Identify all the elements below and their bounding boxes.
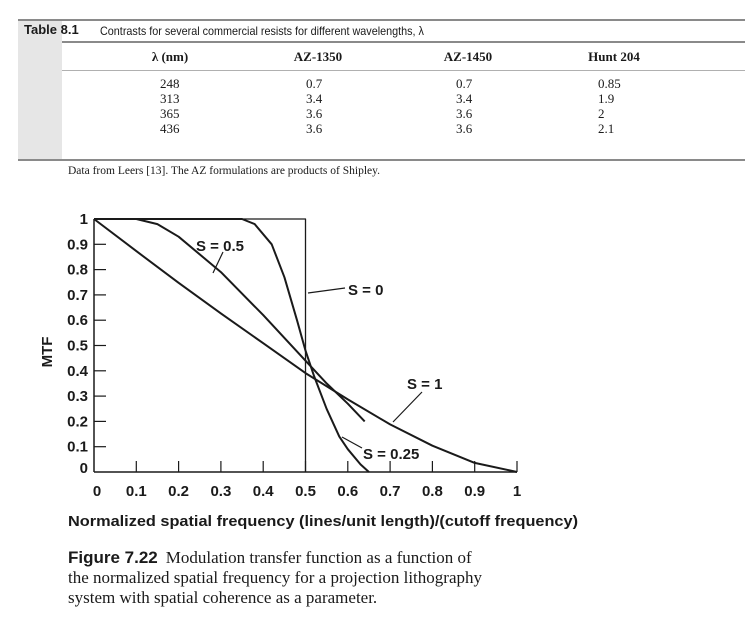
y-tick-label: 0.2: [67, 413, 88, 430]
y-tick-label: 0.3: [67, 388, 88, 405]
x-tick-label: 0: [93, 483, 101, 500]
x-tick-label: 0.3: [210, 483, 231, 500]
figure-caption: Figure 7.22 Modulation transfer function …: [68, 548, 482, 608]
table-body-rule: [62, 70, 745, 71]
caption-line-1: Modulation transfer function as a functi…: [165, 548, 472, 567]
x-axis-label: Normalized spatial frequency (lines/unit…: [68, 513, 578, 530]
series-label-s0: S = 0: [348, 282, 383, 299]
table-cell: 3.4: [456, 91, 473, 106]
y-tick-label: 0.5: [67, 338, 88, 355]
col-header-wavelength: λ (nm): [151, 49, 189, 64]
table-cell: 248: [160, 76, 180, 91]
table-cell: 0.85: [598, 76, 621, 91]
x-tick-label: 0.8: [422, 483, 443, 500]
y-tick-label: 0.6: [67, 312, 88, 329]
table-title: Contrasts for several commercial resists…: [100, 24, 424, 38]
col-header-az1350: AZ-1350: [293, 49, 343, 64]
table-cell: 1.9: [598, 91, 615, 106]
col-header-hunt204: Hunt 204: [588, 49, 640, 64]
table-label: Table 8.1: [24, 22, 79, 37]
x-tick-label: 0.2: [168, 483, 189, 500]
y-axis-label: MTF: [39, 337, 56, 368]
table-cell: 313: [160, 91, 180, 106]
leader-s1: [392, 391, 423, 423]
series-line-s-0: [94, 218, 307, 472]
y-tick-label: 0.7: [67, 287, 88, 304]
table-cell: 436: [160, 121, 180, 136]
caption-line-3: system with spatial coherence as a param…: [68, 588, 378, 607]
y-tick-label: 0.9: [67, 236, 88, 253]
table-cell: 2.1: [598, 121, 615, 136]
x-tick-label: 0.6: [337, 483, 358, 500]
series-line-s-1: [93, 218, 518, 473]
table-cell: 3.6: [456, 106, 473, 121]
col-header-az1450: AZ-1450: [443, 49, 493, 64]
x-tick-label: 0.7: [380, 483, 401, 500]
table-cell: 365: [160, 106, 180, 121]
x-tick-label: 0.4: [253, 483, 275, 500]
table-cell: 3.6: [306, 106, 323, 121]
x-tick-label: 0.9: [464, 483, 485, 500]
table-top-rule: [18, 19, 745, 21]
table-cell: 0.7: [456, 76, 473, 91]
y-tick-label: 0.8: [67, 262, 88, 279]
y-tick-label: 1: [80, 211, 88, 228]
series-label-s025: S = 0.25: [363, 446, 419, 463]
caption-line-2: the normalized spatial frequency for a p…: [68, 568, 482, 587]
x-tick-label: 0.1: [126, 483, 147, 500]
x-tick-label: 0.5: [295, 483, 316, 500]
table-side-band: [18, 20, 62, 160]
figure-label: Figure 7.22: [68, 548, 158, 567]
x-tick-label: 1: [513, 483, 521, 500]
leader-s025: [341, 436, 363, 449]
leader-s05: [212, 251, 224, 274]
y-tick-label: 0.4: [67, 363, 89, 380]
series-line-s-0-25: [94, 218, 370, 473]
table-header-rule: [62, 41, 745, 43]
y-tick-label: 0: [80, 460, 88, 477]
table-cell: 3.4: [306, 91, 323, 106]
table-cell: 3.6: [306, 121, 323, 136]
y-tick-label: 0.1: [67, 439, 88, 456]
leader-s0: [307, 287, 346, 294]
table-note: Data from Leers [13]. The AZ formulation…: [68, 165, 381, 177]
table-cell: 0.7: [306, 76, 323, 91]
series-label-s1: S = 1: [407, 376, 442, 393]
series-label-s05: S = 0.5: [196, 238, 244, 255]
table-cell: 3.6: [456, 121, 473, 136]
table-bottom-rule: [18, 159, 745, 161]
table-cell: 2: [598, 106, 605, 121]
